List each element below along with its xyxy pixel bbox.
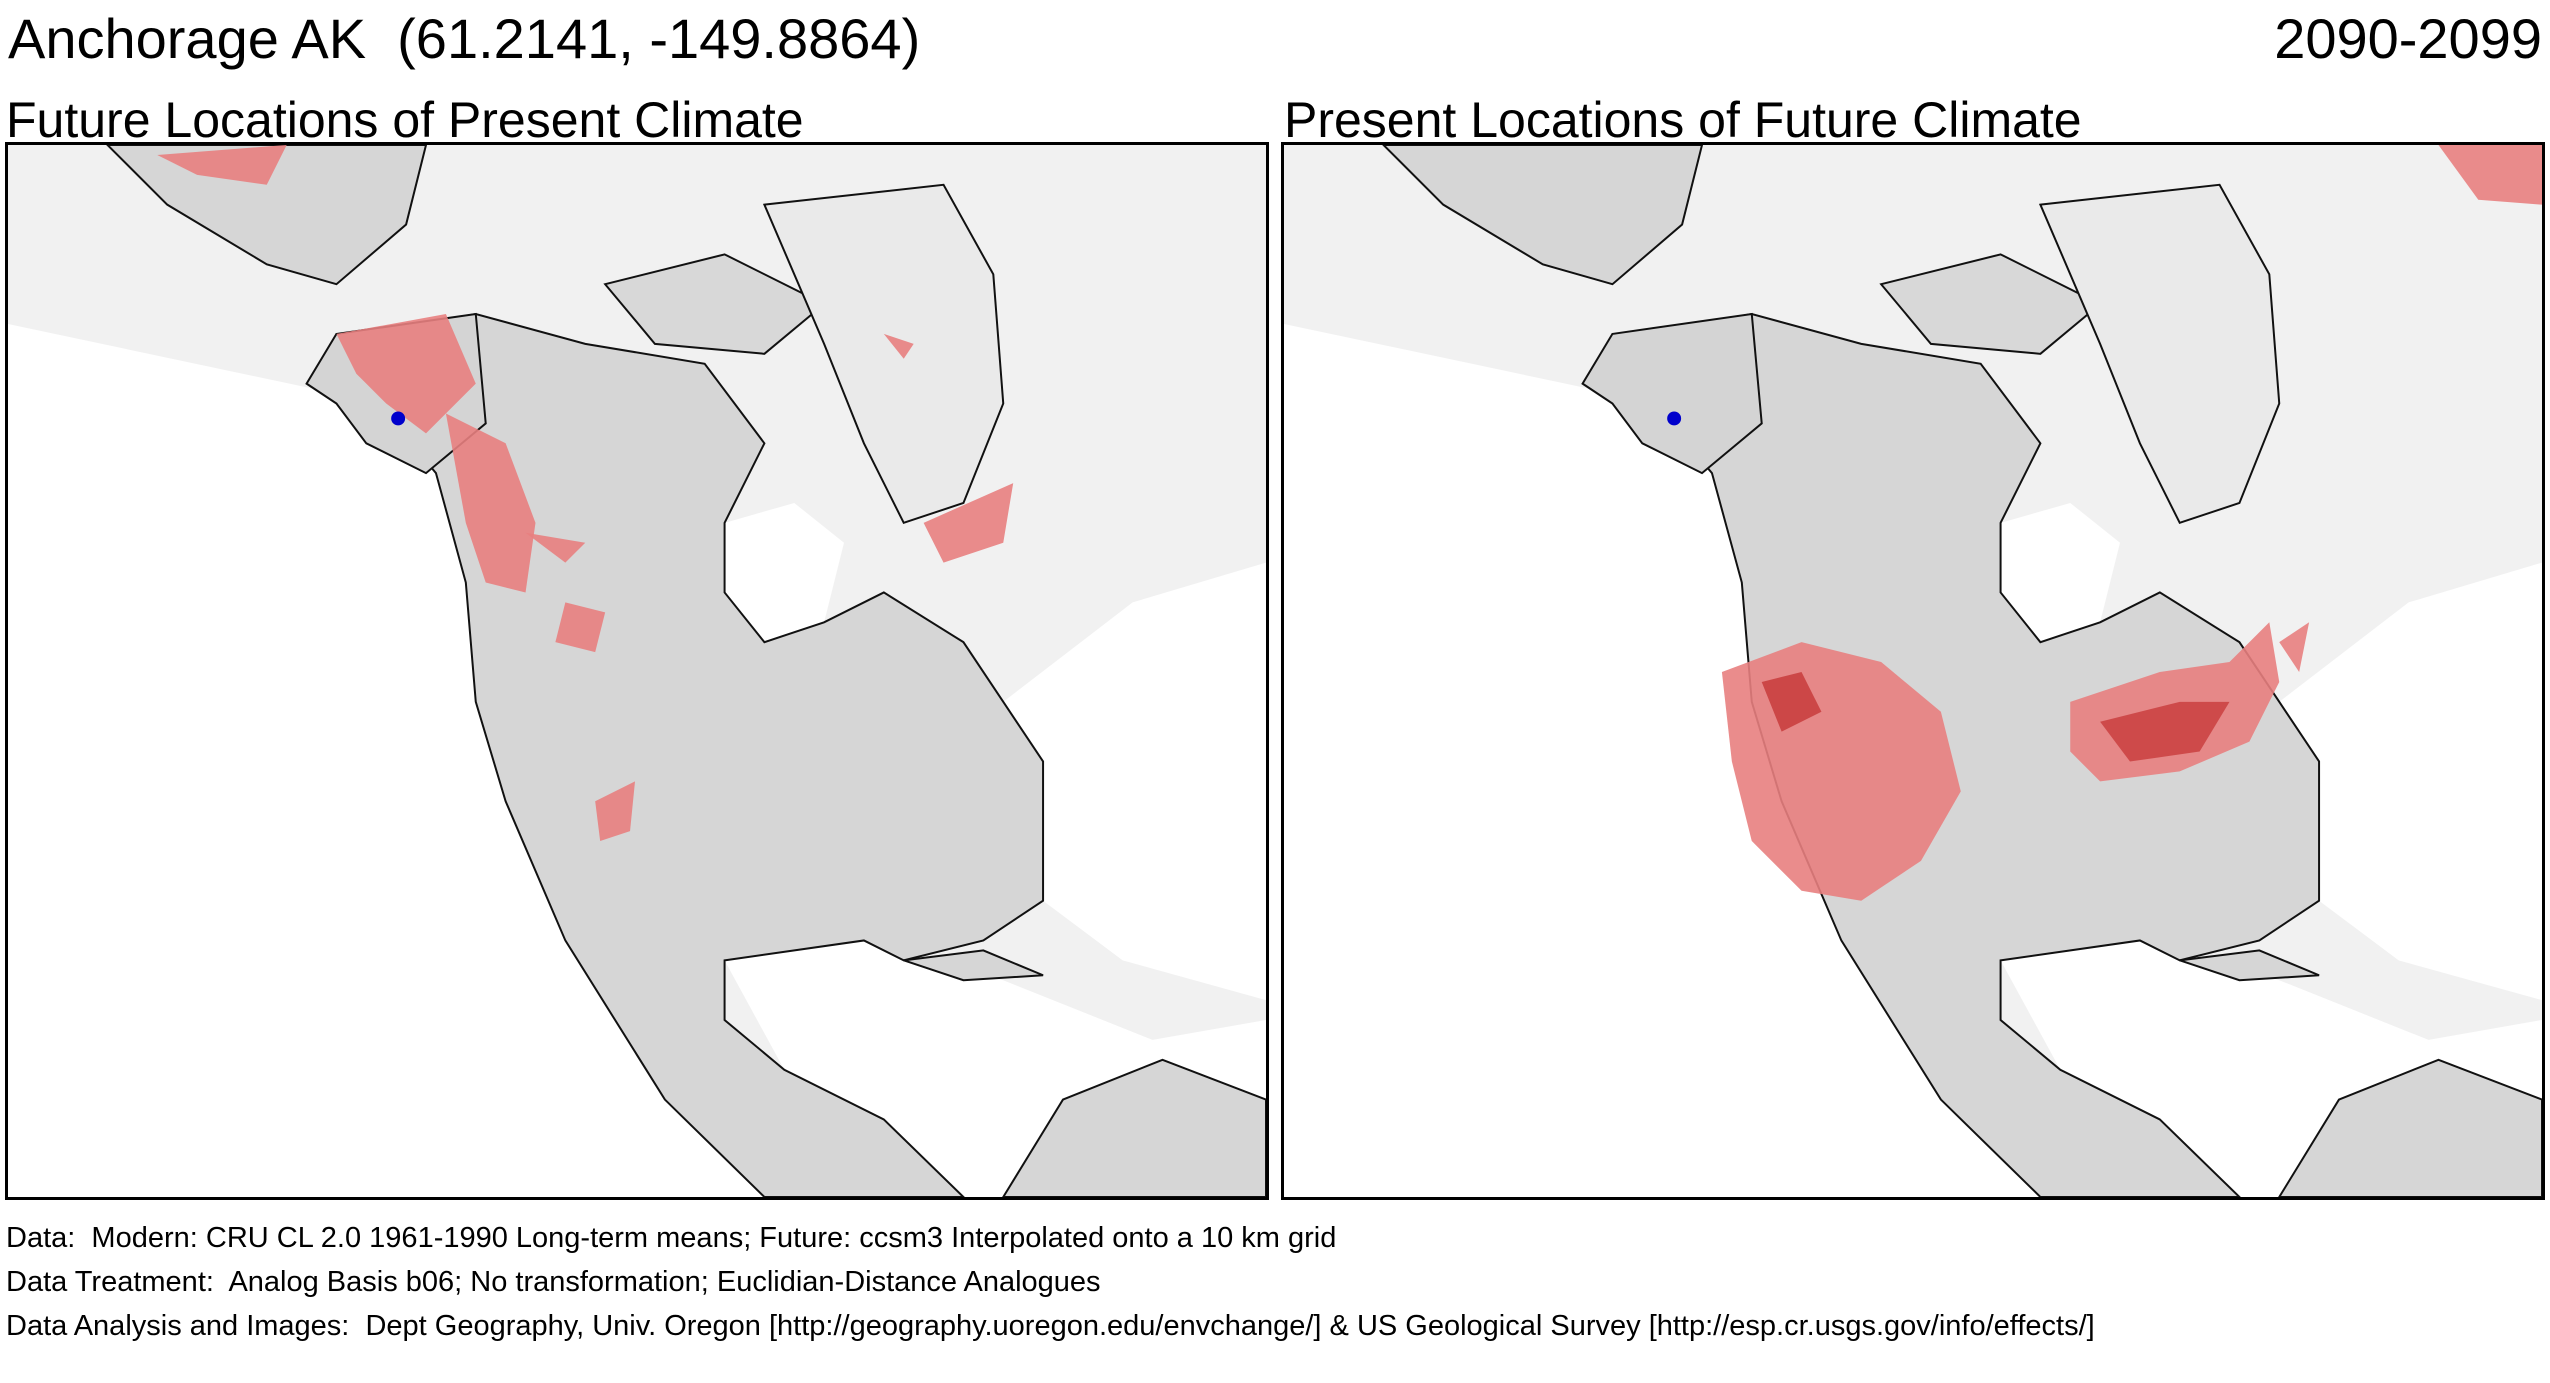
hudson-bay bbox=[724, 502, 845, 643]
siberia-land bbox=[1382, 145, 1704, 286]
greenland-land bbox=[762, 183, 1005, 525]
site-marker-anchorage bbox=[391, 411, 406, 426]
siberia-land bbox=[106, 145, 428, 286]
analog-region-greenland bbox=[883, 333, 914, 359]
analog-region-northeast-us-core bbox=[2100, 701, 2230, 762]
analog-region-western-us-core bbox=[1761, 671, 1822, 732]
pacific-ocean bbox=[1284, 323, 2041, 1197]
arctic-islands bbox=[1879, 253, 2102, 355]
footer-treatment-line: Data Treatment: Analog Basis b06; No tra… bbox=[6, 1266, 1101, 1298]
location-title: Anchorage AK (61.2141, -149.8864) bbox=[8, 7, 921, 70]
footer-analysis-line: Data Analysis and Images: Dept Geography… bbox=[6, 1310, 2095, 1342]
pacific-ocean bbox=[8, 323, 765, 1197]
map-present-locations bbox=[1281, 142, 2545, 1200]
cuba-island bbox=[2179, 949, 2320, 982]
hudson-bay bbox=[2000, 502, 2121, 643]
analog-region-nova-scotia bbox=[2279, 622, 2310, 672]
site-marker-anchorage bbox=[1667, 411, 1682, 426]
map-canvas-right bbox=[1284, 145, 2542, 1197]
analog-region-bc-coast bbox=[445, 413, 536, 593]
analog-region-rockies bbox=[555, 602, 606, 653]
atlantic-ocean bbox=[1003, 562, 1266, 1001]
south-america-land bbox=[1002, 1058, 1266, 1197]
analog-region-alaska bbox=[336, 314, 476, 434]
panel-title-future-locations: Future Locations of Present Climate bbox=[6, 92, 804, 148]
map-future-locations bbox=[5, 142, 1269, 1200]
alaska-land bbox=[1581, 312, 1763, 475]
analog-region-arctic bbox=[2438, 145, 2542, 205]
panel-title-present-locations: Present Locations of Future Climate bbox=[1284, 92, 2082, 148]
footer-data-line: Data: Modern: CRU CL 2.0 1961-1990 Long-… bbox=[6, 1222, 1337, 1254]
analog-region-labrador bbox=[923, 483, 1014, 563]
map-canvas-left bbox=[8, 145, 1266, 1197]
analog-region-siberia bbox=[157, 145, 287, 185]
atlantic-ocean bbox=[2279, 562, 2542, 1001]
south-america-land bbox=[2278, 1058, 2542, 1197]
arctic-islands bbox=[603, 253, 826, 355]
greenland-land bbox=[2038, 183, 2281, 525]
cuba-island bbox=[903, 949, 1044, 982]
period-label: 2090-2099 bbox=[2274, 7, 2542, 70]
